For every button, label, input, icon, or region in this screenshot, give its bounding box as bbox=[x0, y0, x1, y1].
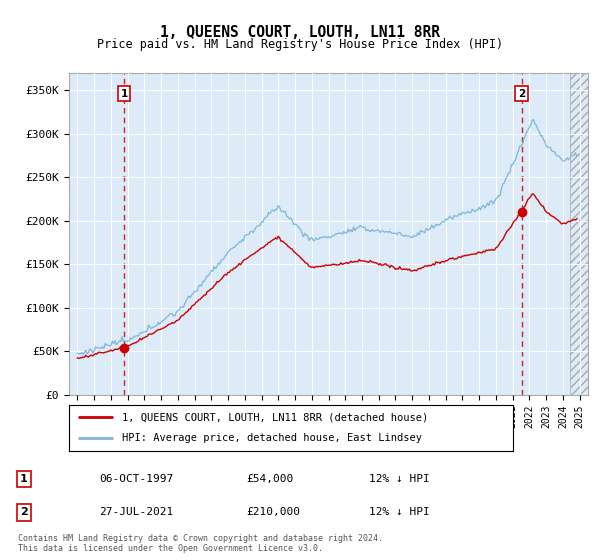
Text: 2: 2 bbox=[518, 88, 526, 99]
Text: £54,000: £54,000 bbox=[246, 474, 293, 484]
Text: 2: 2 bbox=[20, 507, 28, 517]
Text: Contains HM Land Registry data © Crown copyright and database right 2024.
This d: Contains HM Land Registry data © Crown c… bbox=[18, 534, 383, 553]
Text: 1: 1 bbox=[20, 474, 28, 484]
Text: HPI: Average price, detached house, East Lindsey: HPI: Average price, detached house, East… bbox=[122, 433, 422, 444]
Text: 12% ↓ HPI: 12% ↓ HPI bbox=[369, 474, 430, 484]
Text: Price paid vs. HM Land Registry's House Price Index (HPI): Price paid vs. HM Land Registry's House … bbox=[97, 38, 503, 52]
Text: 12% ↓ HPI: 12% ↓ HPI bbox=[369, 507, 430, 517]
Text: 1, QUEENS COURT, LOUTH, LN11 8RR: 1, QUEENS COURT, LOUTH, LN11 8RR bbox=[160, 25, 440, 40]
Bar bbox=[570, 73, 590, 395]
Text: 1, QUEENS COURT, LOUTH, LN11 8RR (detached house): 1, QUEENS COURT, LOUTH, LN11 8RR (detach… bbox=[122, 412, 428, 422]
Text: 1: 1 bbox=[121, 88, 128, 99]
Text: £210,000: £210,000 bbox=[246, 507, 300, 517]
Text: 27-JUL-2021: 27-JUL-2021 bbox=[99, 507, 173, 517]
Text: 06-OCT-1997: 06-OCT-1997 bbox=[99, 474, 173, 484]
Bar bbox=[570, 73, 590, 395]
